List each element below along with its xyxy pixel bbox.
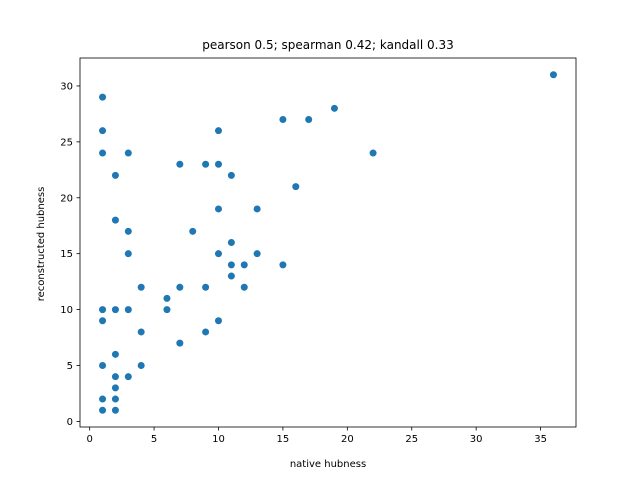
data-point [202,328,210,336]
x-axis-label: native hubness [290,459,366,470]
data-point [111,373,119,381]
data-point [549,71,557,79]
data-point [214,160,222,168]
data-point [279,116,287,123]
y-tick-label: 0 [67,417,73,428]
data-point [240,261,248,269]
x-tick-label: 15 [277,434,290,445]
data-point [214,127,222,135]
data-point [240,283,248,291]
data-point [124,250,132,258]
data-point [124,373,132,381]
data-point [202,160,210,168]
data-point [176,283,184,291]
data-point [227,239,235,246]
data-point [124,227,132,235]
x-tick-label: 0 [86,434,92,445]
data-point [99,93,107,101]
data-point [214,317,222,325]
data-point [99,127,107,135]
data-point [227,261,235,269]
data-point [214,250,222,258]
data-point [369,149,377,157]
data-point [124,306,132,314]
x-tick-label: 20 [341,434,354,445]
data-point [214,205,222,213]
y-tick-label: 25 [60,137,73,148]
y-tick-label: 15 [60,249,73,260]
data-point [111,171,119,179]
axes-layer: 0 5 10 15 20 25 30 35 0 5 10 15 20 25 30 [60,57,577,445]
data-point [111,306,119,314]
x-tick-label: 25 [405,434,418,445]
x-tick-label: 30 [470,434,483,445]
data-point [99,395,107,403]
y-tick-label: 10 [60,305,73,316]
data-point [99,306,107,314]
plot-frame [79,57,577,428]
data-point [305,116,313,123]
y-tick-label: 30 [60,81,73,92]
y-tick-label: 20 [60,193,73,204]
data-point [99,362,107,369]
data-point [99,317,107,325]
data-point [292,183,300,191]
data-point [99,149,107,157]
data-point [330,104,338,112]
y-tick-label: 5 [67,361,73,372]
x-tick-label: 35 [534,434,547,445]
x-tick-label: 10 [212,434,225,445]
data-point [176,339,184,347]
data-point [99,406,107,414]
points-layer [99,71,557,414]
data-point [111,406,119,414]
data-point [111,395,119,403]
data-point [227,272,235,280]
x-tick-label: 5 [151,434,157,445]
data-point [176,160,184,168]
data-point [111,384,119,392]
data-point [202,283,210,291]
chart-title: pearson 0.5; spearman 0.42; kandall 0.33 [202,38,453,52]
data-point [137,328,145,336]
data-point [253,250,261,258]
data-point [111,350,119,358]
data-point [111,216,119,224]
data-point [253,205,261,213]
data-point [227,171,235,179]
y-axis-label: reconstructed hubness [36,187,47,302]
data-point [163,306,171,314]
data-point [189,227,197,235]
data-point [137,362,145,369]
data-point [124,149,132,157]
data-point [163,294,171,302]
data-point [137,283,145,291]
data-point [279,261,287,269]
